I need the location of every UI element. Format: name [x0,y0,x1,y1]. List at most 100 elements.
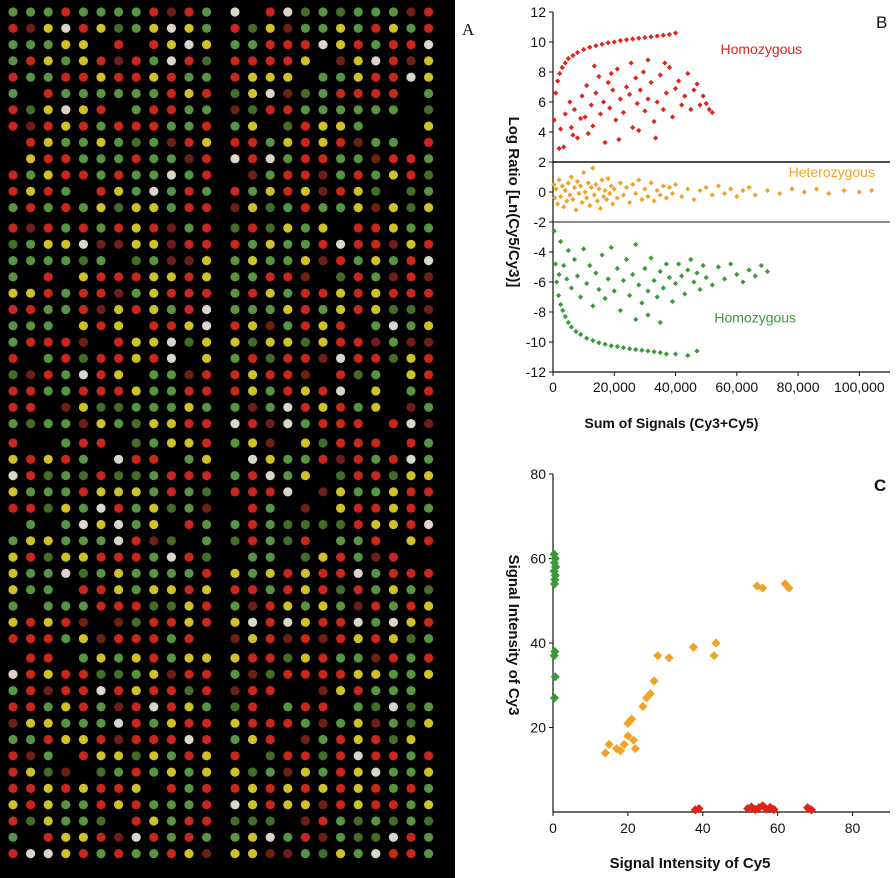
microarray-spot [336,272,346,282]
microarray-spot [96,503,106,513]
microarray-spot [131,601,141,611]
data-point [571,106,578,113]
data-point [660,285,666,291]
microarray-spot [78,783,88,794]
microarray-spot [149,386,159,396]
microarray-spot [26,471,36,481]
data-point [666,184,673,191]
data-point [758,262,764,269]
data-point [789,186,795,192]
data-point [672,85,679,92]
microarray-spot [78,272,88,282]
data-point [734,271,740,278]
microarray-spot [149,337,159,347]
microarray-spot [78,800,88,810]
microarray-spot [406,800,416,810]
microarray-spot [202,419,212,429]
microarray-spot [406,816,416,826]
microarray-spot [230,239,240,249]
microarray-spot [26,454,36,464]
data-point [574,135,581,141]
microarray-spot [149,849,159,859]
data-point [642,108,648,114]
microarray-spot [318,7,328,17]
microarray-spot [26,536,36,546]
microarray-spot [61,601,71,611]
data-point [648,255,654,261]
data-point [617,307,623,314]
microarray-spot [149,288,159,298]
microarray-spot [265,337,275,347]
microarray-spot [96,849,106,859]
microarray-spot [283,272,293,282]
microarray-spot [131,7,141,17]
microarray-spot [424,751,434,761]
microarray-spot [283,568,293,579]
microarray-spot [114,203,124,213]
microarray-spot [114,88,124,99]
data-point [568,324,574,330]
data-point [627,714,637,724]
microarray-spot [202,617,212,627]
data-point [571,184,578,191]
microarray-spot [406,154,416,164]
data-point [679,193,685,200]
microarray-spot [202,816,212,826]
data-point [660,106,666,113]
microarray-spot [96,154,106,164]
microarray-spot [248,321,258,331]
microarray-spot [43,832,53,842]
data-point [611,39,617,45]
microarray-spot [424,105,434,115]
microarray-spot [43,337,53,347]
microarray-spot [149,487,159,497]
microarray-spot [114,634,124,644]
microarray-spot [300,718,310,728]
data-point [640,69,646,75]
microarray-spot [78,370,88,380]
microarray-spot [8,734,18,745]
microarray-spot [26,337,36,347]
x-tick-label: 20 [620,820,636,836]
y-tick-label: -8 [534,304,547,320]
microarray-spot [8,239,18,249]
x-tick-label: 40,000 [654,379,697,395]
data-point [596,286,602,293]
microarray-spot [388,552,398,562]
microarray-spot [300,751,310,761]
data-point [604,739,614,749]
data-point [645,193,651,200]
data-point [573,328,579,335]
microarray-spot [61,686,71,696]
microarray-spot [265,487,275,497]
data-point [584,195,590,201]
microarray-spot [318,88,328,99]
microarray-spot [26,849,36,859]
microarray-spot [283,386,293,396]
microarray-spot [371,552,381,562]
data-point [593,270,599,276]
microarray-spot [202,137,212,147]
microarray-spot [96,256,106,266]
data-point [551,117,557,123]
microarray-spot [318,239,328,249]
microarray-spot [318,186,328,196]
microarray-spot [230,272,240,282]
microarray-spot [371,568,381,579]
microarray-spot [353,471,363,481]
microarray-spot [43,686,53,696]
microarray-spot [43,783,53,794]
microarray-spot [26,23,36,33]
data-point [562,187,568,194]
data-point [649,676,659,686]
panel-label-c: C [874,476,886,495]
microarray-spot [149,702,159,712]
microarray-spot [61,454,71,464]
microarray-spot [96,702,106,712]
microarray-spot [166,88,176,99]
microarray-spot [78,669,88,679]
microarray-spot [202,304,212,315]
data-point [685,186,691,192]
microarray-spot [371,503,381,513]
